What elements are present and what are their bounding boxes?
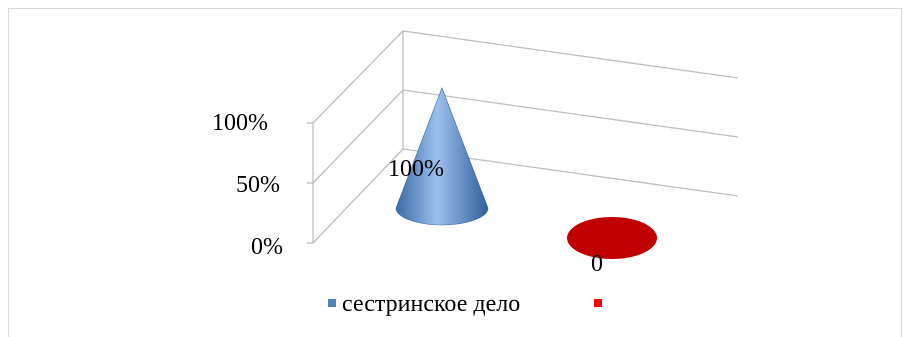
grid bbox=[307, 30, 739, 244]
y-tick-label: 50% bbox=[236, 172, 280, 198]
y-tick-label: 100% bbox=[212, 110, 268, 136]
cone-series-1 bbox=[395, 87, 489, 226]
legend: сестринское дело bbox=[328, 291, 602, 317]
chart-frame bbox=[8, 8, 902, 337]
chart-marks bbox=[395, 87, 657, 259]
data-label-series-1: 100% bbox=[388, 156, 444, 182]
y-axis-ticks: 100% 50% 0% bbox=[212, 110, 283, 260]
legend-swatch-series-2 bbox=[594, 299, 602, 307]
gridline bbox=[312, 89, 739, 184]
y-tick-label: 0% bbox=[251, 234, 283, 260]
gridline bbox=[312, 30, 739, 124]
legend-label-series-1: сестринское дело bbox=[342, 291, 520, 317]
cone-body bbox=[395, 87, 489, 226]
data-label-series-2: 0 bbox=[591, 251, 603, 277]
cone-base-series-2 bbox=[567, 217, 657, 259]
legend-swatch-series-1 bbox=[328, 299, 336, 307]
gridline bbox=[312, 148, 739, 244]
